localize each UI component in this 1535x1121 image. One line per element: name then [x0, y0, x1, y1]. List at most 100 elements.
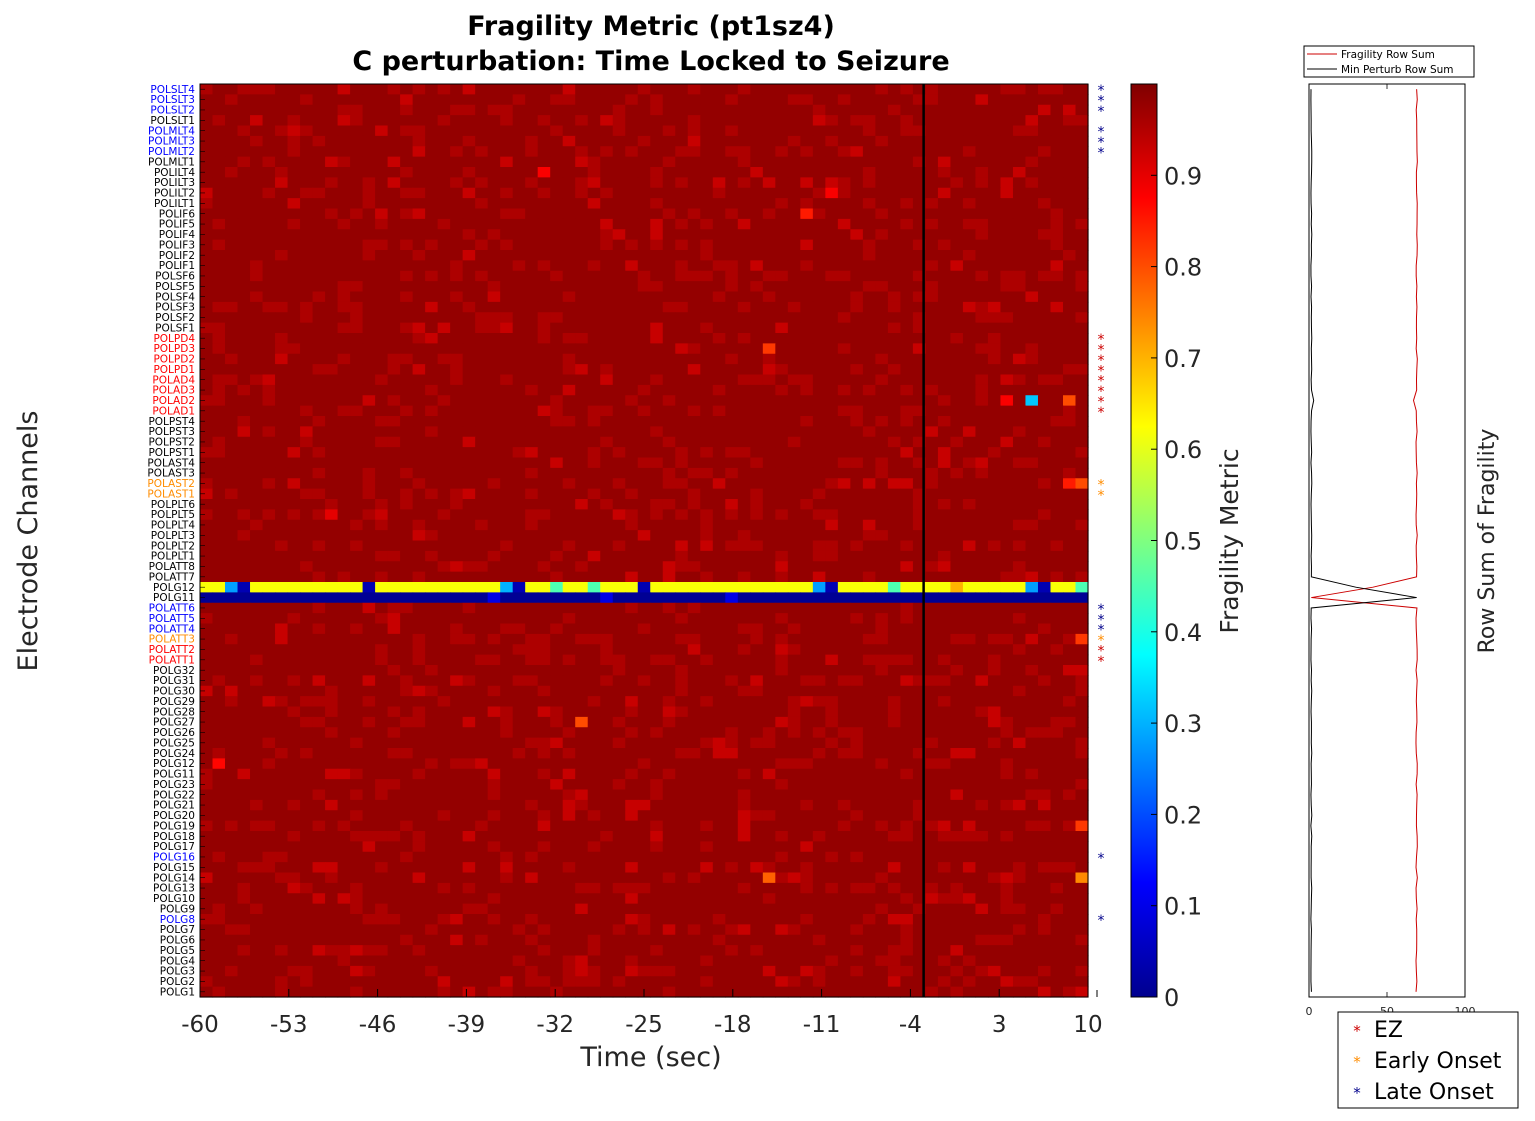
- heatmap-cell: [962, 250, 977, 261]
- heatmap-cell: [375, 187, 389, 199]
- heatmap-cell: [475, 384, 489, 396]
- heatmap-cell: [1075, 177, 1089, 189]
- heatmap-cell: [937, 550, 952, 562]
- heatmap-cell: [750, 540, 764, 552]
- heatmap-cell: [1000, 135, 1014, 147]
- heatmap-cell: [962, 322, 977, 334]
- heatmap-cell: [562, 665, 576, 676]
- heatmap-cell: [950, 395, 964, 407]
- heatmap-cell: [325, 758, 339, 770]
- heatmap-cell: [987, 125, 1002, 137]
- heatmap-cell: [750, 685, 764, 697]
- heatmap-cell: [362, 167, 376, 178]
- heatmap-cell: [362, 322, 376, 334]
- heatmap-cell: [700, 291, 714, 303]
- heatmap-cell: [750, 343, 764, 355]
- heatmap-cell: [850, 768, 864, 780]
- heatmap-cell: [312, 789, 326, 801]
- heatmap-cell: [950, 260, 964, 272]
- heatmap-cell: [262, 540, 276, 552]
- heatmap-cell: [1050, 353, 1064, 365]
- heatmap-cell: [887, 270, 901, 282]
- heatmap-cell: [325, 696, 339, 708]
- heatmap-cell: [562, 291, 576, 303]
- heatmap-cell: [837, 291, 851, 303]
- heatmap-cell: [750, 727, 764, 739]
- heatmap-cell: [262, 706, 276, 718]
- heatmap-cell: [862, 384, 876, 396]
- heatmap-cell: [575, 623, 589, 635]
- heatmap-cell: [200, 582, 214, 593]
- heatmap-cell: [625, 94, 639, 106]
- heatmap-cell: [537, 94, 551, 106]
- heatmap-cell: [400, 810, 414, 822]
- heatmap-cell: [412, 187, 426, 199]
- heatmap-cell: [537, 343, 551, 355]
- heatmap-cell: [362, 374, 376, 386]
- heatmap-cell: [987, 696, 1002, 708]
- heatmap-cell: [587, 530, 601, 542]
- heatmap-cell: [562, 447, 576, 459]
- heatmap-cell: [350, 218, 364, 230]
- heatmap-cell: [1000, 384, 1014, 396]
- heatmap-cell: [875, 561, 889, 573]
- heatmap-cell: [300, 716, 314, 728]
- heatmap-cell: [300, 322, 314, 334]
- heatmap-cell: [275, 696, 289, 708]
- heatmap-cell: [412, 582, 426, 593]
- heatmap-cell: [550, 343, 564, 355]
- heatmap-cell: [862, 281, 876, 293]
- heatmap-cell: [662, 633, 676, 645]
- heatmap-cell: [375, 281, 389, 293]
- heatmap-cell: [1062, 737, 1077, 749]
- heatmap-cell: [225, 146, 239, 158]
- heatmap-cell: [300, 499, 314, 510]
- heatmap-cell: [462, 270, 476, 282]
- heatmap-cell: [900, 353, 914, 365]
- heatmap-cell: [887, 696, 901, 708]
- heatmap-cell: [725, 364, 739, 376]
- heatmap-cell: [350, 457, 364, 469]
- heatmap-cell: [600, 208, 614, 220]
- heatmap-cell: [850, 675, 864, 687]
- heatmap-cell: [587, 768, 601, 780]
- heatmap-cell: [850, 364, 864, 376]
- heatmap-cell: [275, 644, 289, 656]
- heatmap-cell: [1050, 706, 1064, 718]
- heatmap-cell: [587, 509, 601, 521]
- heatmap-cell: [287, 270, 301, 282]
- heatmap-cell: [637, 281, 651, 293]
- heatmap-cell: [362, 218, 376, 230]
- heatmap-cell: [487, 177, 501, 189]
- heatmap-cell: [775, 561, 789, 573]
- heatmap-cell: [850, 665, 864, 676]
- heatmap-cell: [375, 94, 389, 106]
- heatmap-cell: [350, 727, 364, 739]
- heatmap-cell: [687, 208, 701, 220]
- heatmap-cell: [250, 125, 264, 137]
- heatmap-cell: [250, 250, 264, 261]
- heatmap-cell: [250, 94, 264, 106]
- heatmap-cell: [1000, 592, 1014, 604]
- heatmap-cell: [612, 156, 626, 168]
- heatmap-cell: [987, 654, 1002, 666]
- heatmap-cell: [662, 592, 676, 604]
- heatmap-cell: [587, 156, 601, 168]
- heatmap-cell: [612, 281, 626, 293]
- heatmap-cell: [800, 571, 814, 583]
- heatmap-cell: [300, 395, 314, 407]
- heatmap-cell: [662, 395, 676, 407]
- heatmap-cell: [375, 696, 389, 708]
- heatmap-cell: [487, 281, 501, 293]
- heatmap-cell: [512, 84, 526, 95]
- heatmap-cell: [837, 115, 851, 127]
- heatmap-cell: [950, 613, 964, 625]
- heatmap-cell: [750, 519, 764, 531]
- heatmap-cell: [362, 478, 376, 490]
- heatmap-cell: [612, 799, 626, 811]
- heatmap-cell: [1050, 665, 1064, 676]
- heatmap-cell: [212, 644, 226, 656]
- heatmap-cell: [975, 416, 989, 427]
- heatmap-cell: [887, 156, 901, 168]
